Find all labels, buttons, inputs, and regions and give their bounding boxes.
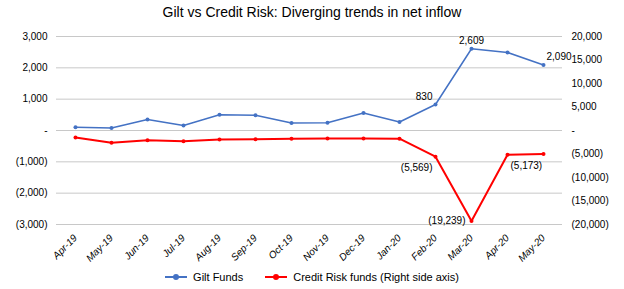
- svg-text:Aug-19: Aug-19: [192, 232, 224, 264]
- svg-text:Oct-19: Oct-19: [266, 232, 295, 261]
- svg-text:(2,000): (2,000): [16, 187, 48, 198]
- svg-text:Dec-19: Dec-19: [337, 232, 368, 263]
- svg-text:Apr-19: Apr-19: [50, 232, 80, 262]
- svg-text:20,000: 20,000: [572, 31, 603, 42]
- svg-text:(20,000): (20,000): [572, 219, 609, 230]
- svg-text:(5,173): (5,173): [511, 160, 543, 171]
- html-text:Gilt vs Credit Risk: Diverging: Gilt vs Credit Risk: Diverging trends in…: [162, 4, 462, 20]
- svg-text:(1,000): (1,000): [16, 156, 48, 167]
- svg-text:Jul-19: Jul-19: [159, 232, 187, 260]
- svg-text:May-20: May-20: [516, 232, 548, 264]
- svg-text:(5,569): (5,569): [401, 162, 433, 173]
- svg-text:2,090: 2,090: [547, 51, 572, 62]
- svg-text:10,000: 10,000: [572, 78, 603, 89]
- svg-text:Jan-20: Jan-20: [373, 232, 403, 262]
- svg-text:Sep-19: Sep-19: [229, 232, 260, 263]
- svg-text:(3,000): (3,000): [16, 219, 48, 230]
- svg-text:May-19: May-19: [84, 232, 116, 264]
- svg-text:1,000: 1,000: [22, 93, 47, 104]
- svg-text:15,000: 15,000: [572, 54, 603, 65]
- svg-text:Feb-20: Feb-20: [409, 232, 439, 262]
- svg-text:Jun-19: Jun-19: [121, 232, 151, 262]
- svg-text:(19,239): (19,239): [428, 215, 465, 226]
- svg-text:830: 830: [416, 91, 433, 102]
- svg-text:Mar-20: Mar-20: [445, 232, 475, 262]
- svg-text:(5,000): (5,000): [572, 148, 604, 159]
- svg-text:(10,000): (10,000): [572, 172, 609, 183]
- svg-text:2,000: 2,000: [22, 62, 47, 73]
- svg-text:(15,000): (15,000): [572, 195, 609, 206]
- svg-text:Apr-20: Apr-20: [482, 232, 512, 262]
- svg-text:Nov-19: Nov-19: [301, 232, 332, 263]
- html-text:Gilt Funds: Gilt Funds: [193, 271, 244, 283]
- svg-text:2,609: 2,609: [459, 35, 484, 46]
- svg-text:-: -: [572, 125, 575, 136]
- svg-text:5,000: 5,000: [572, 101, 597, 112]
- svg-text:3,000: 3,000: [22, 31, 47, 42]
- html-text:Credit Risk funds (Right side: Credit Risk funds (Right side axis): [293, 271, 459, 283]
- svg-text:-: -: [44, 125, 47, 136]
